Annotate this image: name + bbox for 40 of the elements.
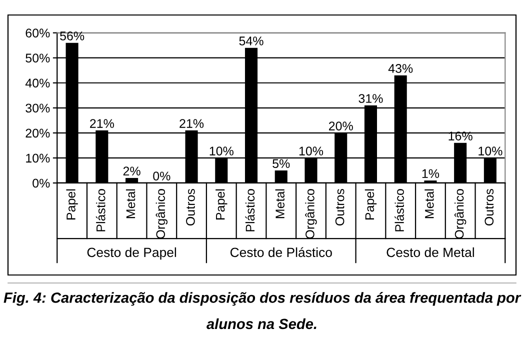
y-tick-label: 0% bbox=[32, 178, 50, 188]
text: Cesto de Papel bbox=[87, 247, 176, 260]
x-tick-label: Metal bbox=[275, 189, 284, 218]
text: Cesto de Plástico bbox=[230, 247, 332, 258]
x-tick-label: Plástico bbox=[96, 189, 106, 232]
x-tick-label: Metal bbox=[424, 189, 434, 218]
data-label: 1% bbox=[422, 169, 440, 178]
x-tick-label: Outros bbox=[335, 188, 344, 226]
x-tick-label: Orgânico bbox=[156, 189, 168, 239]
x-tick-label: Orgânico bbox=[454, 189, 466, 239]
x-tick-label: Papel bbox=[216, 189, 228, 220]
x-tick-label: Plástico bbox=[245, 189, 255, 232]
data-label: 0% bbox=[153, 172, 170, 180]
x-tick-label: Papel bbox=[364, 189, 377, 220]
data-label: 43% bbox=[388, 64, 413, 73]
data-label: 20% bbox=[328, 122, 353, 130]
x-tick-label: Orgânico bbox=[305, 189, 317, 239]
text: Cesto de Metal bbox=[386, 247, 474, 258]
data-label: 56% bbox=[60, 32, 84, 40]
y-tick-label: 10% bbox=[26, 154, 50, 163]
data-label: 21% bbox=[180, 119, 204, 128]
data-label: 10% bbox=[210, 146, 234, 156]
x-tick-label: Metal bbox=[126, 189, 136, 218]
y-tick-label: 60% bbox=[26, 28, 50, 38]
data-label: 54% bbox=[239, 36, 264, 46]
x-tick-label: Outros bbox=[484, 188, 494, 226]
x-tick-label: Papel bbox=[66, 189, 78, 220]
data-label: 10% bbox=[478, 146, 502, 156]
y-tick-label: 40% bbox=[25, 78, 50, 88]
x-tick-label: Outros bbox=[186, 188, 195, 226]
data-label: 31% bbox=[358, 94, 383, 103]
data-label: 10% bbox=[299, 146, 324, 156]
data-label: 21% bbox=[90, 119, 114, 128]
data-label: 5% bbox=[272, 159, 290, 168]
y-tick-label: 20% bbox=[26, 128, 50, 138]
y-tick-label: 50% bbox=[26, 54, 50, 63]
caption: Fig. 4: Caracterização da disposição dos resíduos da área frequentada por alunos na Sede. bbox=[4, 292, 522, 330]
x-tick-label: Plástico bbox=[394, 189, 404, 232]
data-label: 2% bbox=[123, 166, 140, 176]
y-tick-label: 30% bbox=[26, 104, 50, 113]
